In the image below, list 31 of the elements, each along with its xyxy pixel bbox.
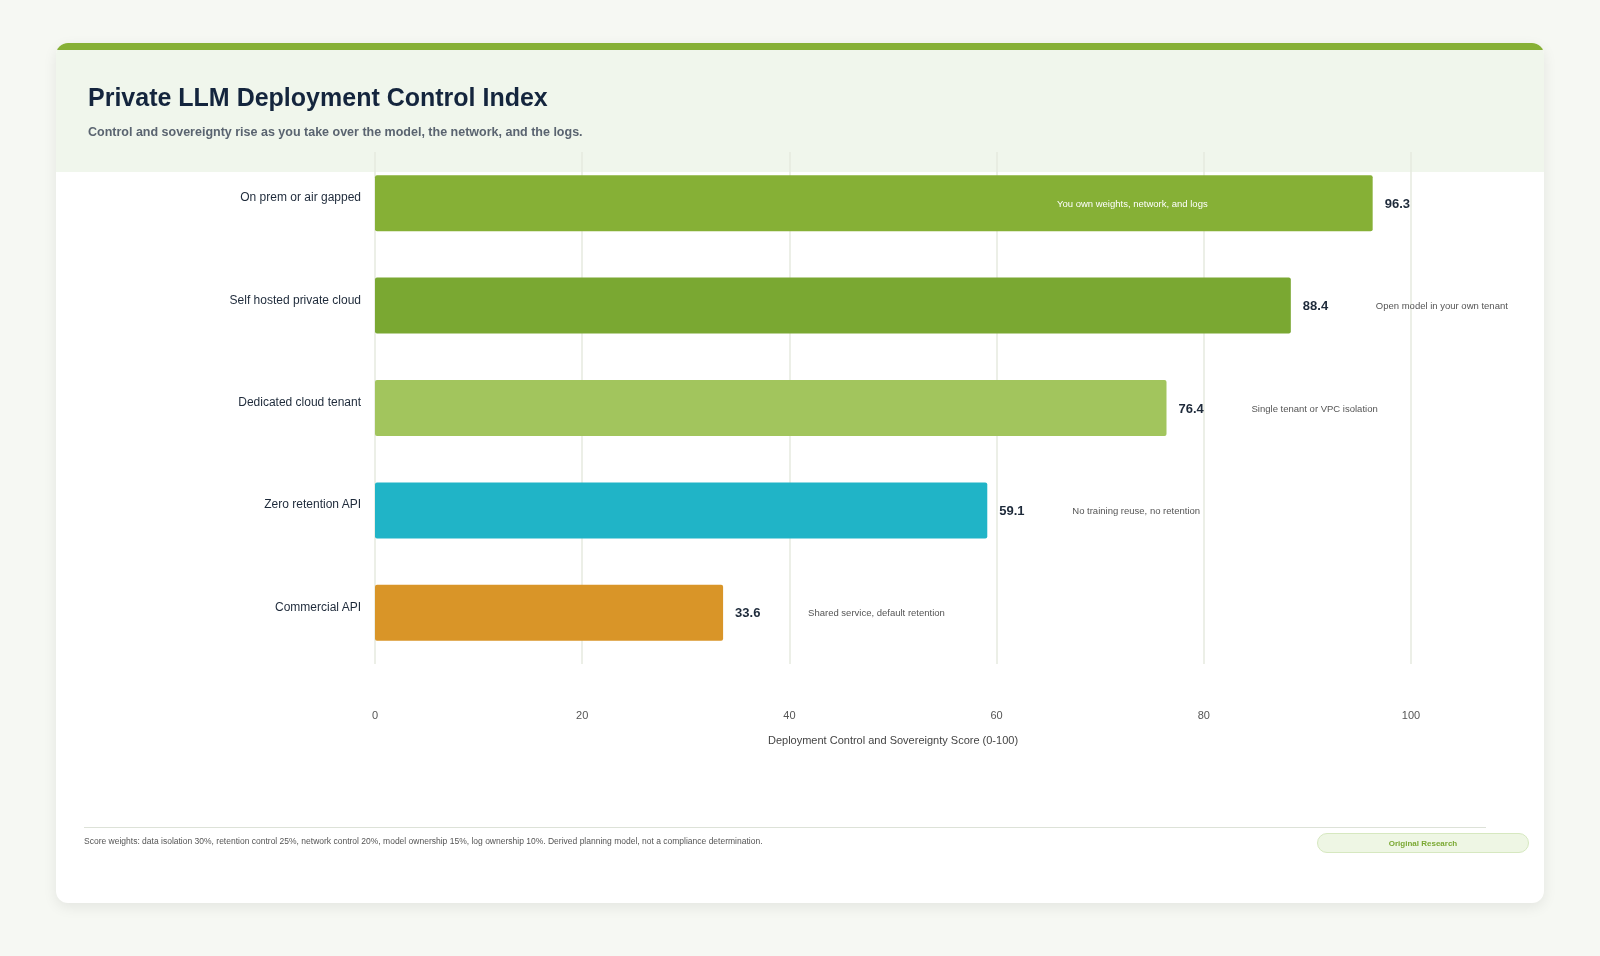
x-tick-label: 60 — [990, 708, 1003, 721]
badge-pill: Original Research — [1317, 833, 1529, 853]
data-label: 76.4 — [1178, 400, 1205, 416]
bar — [375, 584, 724, 641]
y-tick-label: Zero retention API — [264, 497, 361, 512]
bar — [375, 277, 1291, 334]
annotation: Shared service, default retention — [808, 607, 945, 619]
data-label: 96.3 — [1384, 195, 1410, 211]
x-tick-label: 20 — [576, 708, 589, 721]
y-tick-label: On prem or air gapped — [240, 190, 361, 205]
bar — [375, 380, 1167, 436]
annotation: Open model in your own tenant — [1375, 300, 1509, 312]
x-tick-label: 100 — [1401, 708, 1421, 721]
annotation: No training reuse, no retention — [1072, 504, 1201, 516]
y-tick-label: Self hosted private cloud — [229, 292, 361, 307]
bar — [375, 482, 988, 539]
annotation: You own weights, network, and logs — [1056, 197, 1208, 209]
y-tick-label: Dedicated cloud tenant — [238, 395, 362, 409]
data-label: 88.4 — [1302, 298, 1329, 314]
chart-subtitle: Control and sovereignty rise as you take over the model, the network, and the logs. — [88, 124, 583, 139]
x-tick-label: 40 — [783, 708, 796, 721]
chart-title: Private LLM Deployment Control Index — [88, 82, 548, 111]
x-tick-label: 0 — [371, 708, 379, 721]
data-label: 33.6 — [735, 605, 761, 621]
text: Score weights: data isolation 30%, retention control 25%, network control 20%, model ownership 15%, log ownership 10%. Derived planning model, not a compliance determination. — [84, 836, 763, 846]
data-label: 59.1 — [999, 502, 1025, 518]
y-tick-label: Commercial API — [274, 599, 361, 614]
annotation: Single tenant or VPC isolation — [1251, 402, 1378, 414]
x-axis-title: Deployment Control and Sovereignty Score (0-100) — [767, 733, 1019, 746]
bar — [375, 175, 1373, 232]
x-tick-label: 80 — [1197, 708, 1210, 721]
